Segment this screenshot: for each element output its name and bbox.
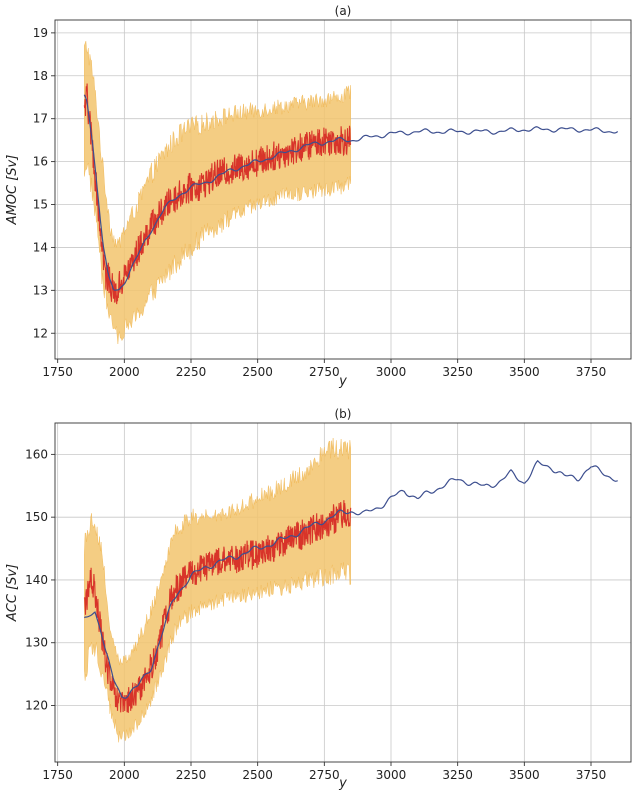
- y-tick-label: 18: [33, 69, 48, 83]
- ensemble-mean-line: [83, 500, 352, 713]
- x-axis-label: y: [338, 374, 347, 389]
- y-tick-label: 130: [25, 636, 48, 650]
- x-tick-label: 2250: [176, 365, 207, 379]
- x-tick-label: 2500: [242, 365, 273, 379]
- x-tick-label: 2500: [242, 768, 273, 782]
- y-tick-label: 140: [25, 573, 48, 587]
- y-axis-label: AMOC [Sv]: [5, 155, 20, 226]
- x-tick-label: 3000: [376, 768, 407, 782]
- y-tick-label: 17: [33, 112, 48, 126]
- x-tick-label: 3500: [509, 365, 540, 379]
- uncertainty-band: [84, 437, 351, 743]
- y-tick-label: 120: [25, 699, 48, 713]
- plot-frame: [54, 19, 632, 360]
- panel-a: 1750 2000 2250 2500 2750 3000 3250 3500 3750 12 13…: [5, 4, 632, 389]
- y-tick-label: 14: [33, 240, 48, 254]
- y-tick-label: 150: [25, 510, 48, 524]
- y-tick-label: 160: [25, 447, 48, 461]
- y-tick-label: 13: [33, 283, 48, 297]
- x-tick-label: 3500: [509, 768, 540, 782]
- y-axis-label: ACC [Sv]: [5, 564, 20, 622]
- x-tick-label: 3750: [576, 365, 607, 379]
- x-tick-label: 3250: [442, 768, 473, 782]
- y-tick-label: 16: [33, 155, 48, 169]
- x-tick-label: 2750: [309, 365, 340, 379]
- x-axis-label: y: [338, 776, 347, 791]
- x-tick-label: 1750: [42, 768, 73, 782]
- y-tick-label: 15: [33, 198, 48, 212]
- x-tick-label: 2250: [176, 768, 207, 782]
- x-tick-label: 2000: [109, 768, 140, 782]
- x-tick-label: 3750: [576, 768, 607, 782]
- ensemble-mean-line: [83, 83, 352, 305]
- smoothed-line: [83, 94, 619, 291]
- uncertainty-band: [84, 40, 351, 345]
- panel-title: (a): [335, 4, 352, 18]
- x-tick-label: 3000: [376, 365, 407, 379]
- x-tick-label: 2750: [309, 768, 340, 782]
- x-tick-label: 2000: [109, 365, 140, 379]
- x-tick-label: 3250: [442, 365, 473, 379]
- y-tick-label: 19: [33, 26, 48, 40]
- panel-b: 1750 2000 2250 2500 2750 3000 3250 3500 3750 120 1…: [5, 407, 632, 791]
- panel-title: (b): [335, 407, 352, 421]
- plot-frame: [54, 422, 632, 763]
- y-tick-label: 12: [33, 326, 48, 340]
- smoothed-line: [84, 459, 618, 699]
- x-tick-label: 1750: [42, 365, 73, 379]
